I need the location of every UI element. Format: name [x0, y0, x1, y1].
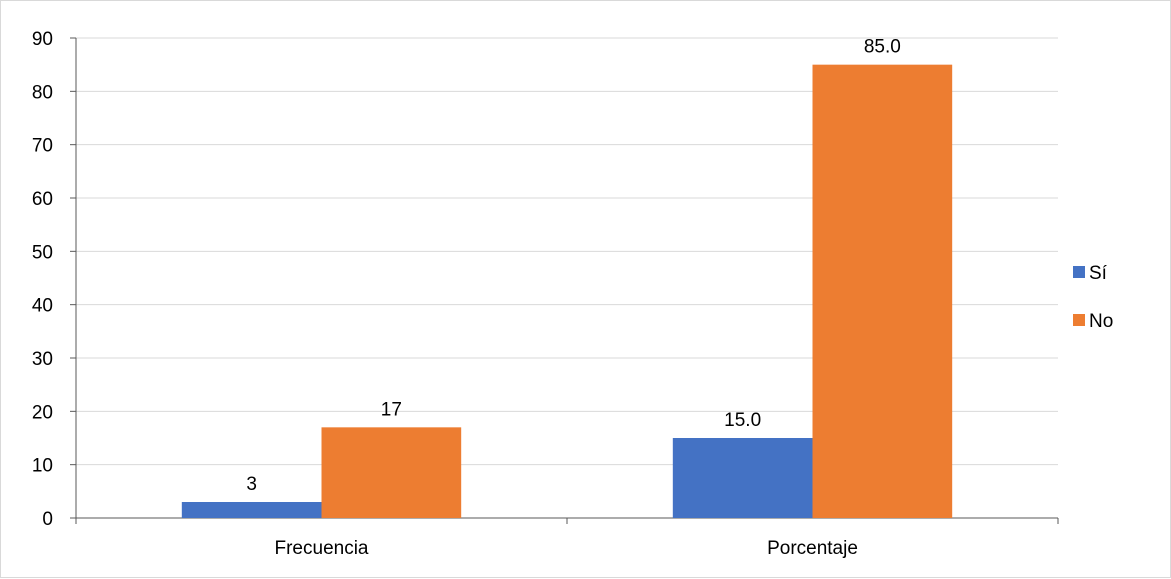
legend-label: No: [1089, 311, 1113, 332]
legend-label: Sí: [1089, 263, 1108, 284]
bars: [181, 64, 953, 518]
legend-swatch: [1073, 266, 1085, 278]
y-tick-label: 0: [42, 509, 53, 530]
y-tick-label: 30: [32, 349, 53, 370]
bar: [181, 502, 322, 518]
y-tick-label: 10: [32, 456, 53, 477]
y-tick-label: 90: [32, 29, 53, 50]
labels: 0 10 20 30 40 50 60 70 80 90 3 17 Frecuencia 15.0 85.0…: [32, 29, 901, 559]
bar: [672, 438, 813, 518]
gridlines: [76, 37, 1058, 466]
legend-swatch: [1073, 314, 1085, 326]
category-label: Porcentaje: [767, 538, 858, 559]
y-tick-label: 80: [32, 82, 53, 103]
data-label: 3: [246, 474, 257, 495]
category-label: Frecuencia: [275, 538, 369, 559]
y-tick-label: 60: [32, 189, 53, 210]
legend: Sí No: [1073, 263, 1113, 332]
bar: [812, 64, 953, 518]
data-label: 85.0: [864, 37, 901, 58]
y-tick-label: 50: [32, 242, 53, 263]
bar: [321, 427, 462, 518]
data-label: 17: [381, 399, 402, 420]
y-tick-label: 40: [32, 296, 53, 317]
y-tick-label: 70: [32, 136, 53, 157]
y-tick-label: 20: [32, 402, 53, 423]
data-label: 15.0: [724, 410, 761, 431]
